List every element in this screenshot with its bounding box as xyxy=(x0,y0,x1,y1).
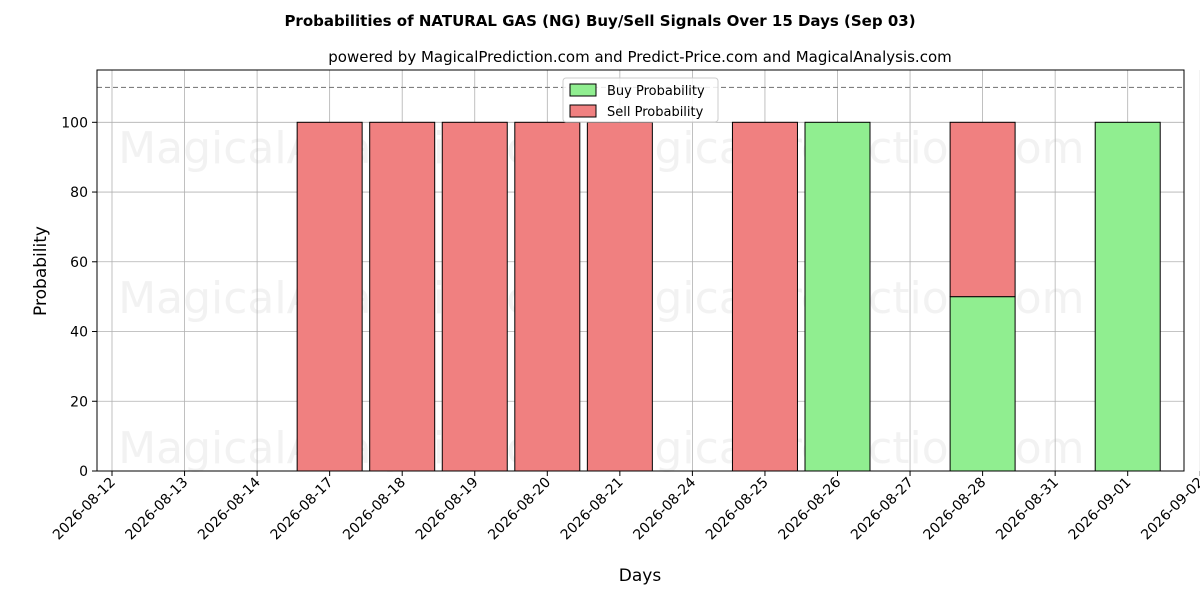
x-tick-label: 2026-08-12 xyxy=(50,475,119,544)
legend-swatch xyxy=(569,104,597,118)
x-tick-label: 2026-08-27 xyxy=(848,475,917,544)
legend-label: Buy Probability xyxy=(607,84,705,99)
legend: Buy Probability Sell Probability xyxy=(562,77,719,123)
plot-frame xyxy=(96,69,1185,472)
buy-bar-2026-08-26 xyxy=(804,121,871,472)
x-tick-label: 2026-08-31 xyxy=(993,475,1062,544)
x-tick-label: 2026-08-25 xyxy=(703,475,772,544)
y-tick-label: 40 xyxy=(70,325,88,341)
buy-bar-2026-09-01 xyxy=(1094,121,1161,472)
x-axis: 2026-08-12 2026-08-13 2026-08-14 2026-08-17… xyxy=(50,471,1200,543)
x-tick-label: 2026-08-28 xyxy=(921,475,990,544)
x-tick-label: 2026-08-24 xyxy=(630,474,699,543)
x-tick-label: 2026-08-21 xyxy=(558,475,627,544)
x-tick-label: 2026-09-02 xyxy=(1138,475,1200,544)
chart-title: Probabilities of NATURAL GAS (NG) Buy/Se… xyxy=(284,12,915,30)
y-tick-label: 20 xyxy=(70,394,88,410)
y-tick-label: 80 xyxy=(70,185,88,201)
sell-bar-2026-08-28 xyxy=(949,121,1016,298)
sell-bar-2026-08-18 xyxy=(369,121,436,472)
x-axis-label: Days xyxy=(619,566,662,586)
sell-bar-2026-08-25 xyxy=(731,121,798,472)
x-tick-label: 2026-08-26 xyxy=(775,474,844,543)
y-axis: 0 20 40 60 80 100 xyxy=(61,115,97,480)
chart-subtitle: powered by MagicalPrediction.com and Pre… xyxy=(328,48,952,66)
sell-bar-2026-08-19 xyxy=(441,121,508,472)
y-tick-label: 60 xyxy=(70,255,88,271)
x-tick-label: 2026-09-01 xyxy=(1066,475,1135,544)
x-tick-label: 2026-08-14 xyxy=(195,474,264,543)
y-tick-label: 100 xyxy=(61,115,88,131)
legend-label: Sell Probability xyxy=(607,105,704,120)
x-tick-label: 2026-08-18 xyxy=(340,475,409,544)
bars xyxy=(296,121,1161,472)
x-tick-label: 2026-08-17 xyxy=(268,475,337,544)
y-tick-label: 0 xyxy=(79,464,88,480)
legend-swatch xyxy=(569,83,597,97)
x-tick-label: 2026-08-20 xyxy=(485,475,554,544)
x-tick-label: 2026-08-13 xyxy=(123,475,192,544)
sell-bar-2026-08-21 xyxy=(586,121,653,472)
sell-bar-2026-08-17 xyxy=(296,121,363,472)
y-axis-label: Probability xyxy=(31,226,51,316)
legend-box xyxy=(562,77,719,123)
sell-bar-2026-08-20 xyxy=(514,121,581,472)
buy-bar-2026-08-28 xyxy=(949,296,1016,472)
x-tick-label: 2026-08-19 xyxy=(413,475,482,544)
